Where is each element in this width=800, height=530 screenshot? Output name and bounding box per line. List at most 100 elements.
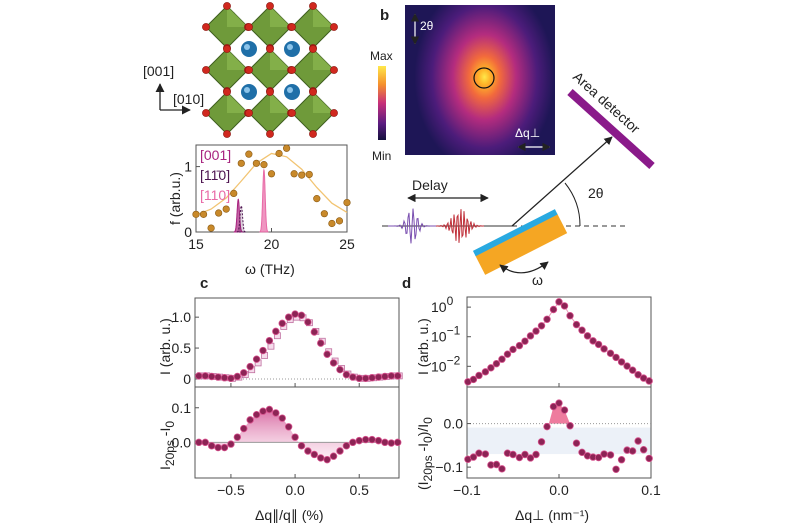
x-tick-label: −0.5 [217, 482, 245, 498]
data-point [297, 311, 306, 320]
data-point [612, 465, 620, 473]
two-theta-arc [564, 182, 581, 227]
data-point [260, 161, 268, 169]
data-point [298, 171, 306, 179]
data-point [572, 320, 581, 329]
data-point [291, 310, 299, 318]
data-point [313, 195, 321, 203]
data-point [297, 442, 306, 450]
data-point [394, 372, 402, 380]
data-point [387, 439, 396, 447]
data-point [560, 406, 569, 414]
tick-exponent: −2 [447, 353, 461, 367]
data-point [487, 364, 495, 372]
data-point [498, 465, 506, 473]
data-point [481, 368, 490, 376]
cation-highlight [244, 87, 250, 93]
oxygen-atom [309, 130, 317, 138]
data-point [304, 318, 312, 326]
octahedron-face [227, 92, 248, 113]
data-point [323, 350, 331, 358]
octahedron-face [313, 49, 334, 70]
data-point [509, 345, 517, 354]
data-point [304, 447, 312, 455]
chart-c-xlabel: Δq∥/q∥ (%) [255, 507, 323, 523]
charts: 0 1 15 20 25 [001] [11̄0] [110] 0 0.5 1.0 0.0 0.1 −0.… [172, 144, 661, 498]
diffraction-pattern [405, 5, 555, 155]
data-point [233, 372, 242, 381]
data-point [265, 405, 274, 414]
data-point [222, 205, 230, 213]
data-point [199, 210, 208, 218]
data-point [634, 371, 642, 379]
data-point [220, 374, 229, 382]
roi-circle [473, 67, 495, 89]
data-point [537, 438, 546, 446]
x-tick-label: −0.1 [453, 482, 481, 498]
data-point [368, 435, 376, 444]
data-point [240, 369, 248, 377]
data-point [469, 453, 478, 461]
image-axis-vertical-label: 2θ [420, 19, 434, 33]
data-point [328, 219, 336, 228]
data-point [543, 422, 551, 431]
data-point [594, 340, 603, 349]
scattering-angle-label: 2θ [588, 185, 604, 201]
data-point [195, 372, 203, 380]
sample [472, 209, 568, 275]
ylabel-part: (I [415, 481, 431, 490]
probe-pulse [435, 209, 485, 243]
y-tick-label: 100 [431, 294, 454, 315]
data-point [639, 445, 648, 454]
data-point [589, 337, 597, 345]
data-point [291, 433, 299, 441]
oxygen-atom [266, 2, 274, 10]
data-point [317, 454, 325, 462]
oxygen-atom [288, 23, 296, 31]
chart-a: 0 1 15 20 25 [001] [11̄0] [110] [184, 144, 355, 252]
cation-highlight [287, 44, 293, 50]
x-tick-label: 20 [264, 236, 280, 252]
difference-area [198, 409, 398, 460]
chart-c-top-ylabel: I (arb. u.) [157, 318, 173, 375]
data-point [245, 150, 253, 158]
colorbar-max-label: Max [370, 49, 393, 63]
octahedron-face [270, 6, 291, 27]
chart-d-bottom: 0.0 −0.1 −0.1 0.0 0.1 [435, 386, 661, 498]
data-point [259, 346, 267, 355]
fit-line [467, 301, 650, 383]
data-point [240, 424, 248, 433]
data-point [509, 450, 517, 459]
data-point [214, 373, 222, 381]
axis-label-010: [010] [173, 91, 204, 107]
y-tick-label: 0.0 [172, 434, 192, 450]
data-point [305, 170, 313, 179]
delay-label: Delay [412, 177, 448, 193]
data-point [227, 440, 235, 448]
data-point [481, 450, 490, 458]
x-tick-label: 15 [188, 236, 204, 252]
data-point [492, 359, 501, 368]
data-point [532, 450, 540, 459]
data-point [317, 339, 325, 347]
panel-label-b: b [380, 7, 389, 24]
data-point [374, 436, 383, 445]
data-point [537, 322, 546, 330]
cation-highlight [287, 87, 293, 93]
y-tick-label: 0.0 [444, 416, 464, 432]
data-point [606, 451, 615, 459]
y-tick-label: 10−1 [431, 324, 461, 345]
data-point [549, 402, 558, 411]
chart-d-xlabel: Δq⊥ (nm⁻¹) [515, 507, 589, 523]
negative-band [467, 427, 651, 455]
oxygen-atom [288, 66, 296, 74]
data-point [336, 365, 344, 374]
data-point [600, 450, 608, 458]
data-point [555, 399, 563, 407]
data-point [290, 170, 298, 178]
ylabel-subscript: 0 [421, 417, 435, 424]
data-point [572, 439, 581, 447]
diffraction-image: 2θ Δq⊥ [405, 5, 555, 155]
chart-d-bottom-ylabel: (I20ps -I0)/I0 [415, 417, 435, 490]
